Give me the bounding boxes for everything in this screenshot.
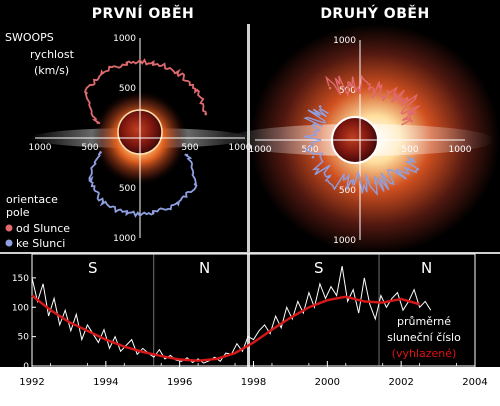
legend-speed-line1: rychlost <box>30 48 75 61</box>
polar-data-point <box>318 105 322 108</box>
smoothed-line <box>31 294 420 362</box>
polar-data-point <box>351 180 355 183</box>
polar-tick-y: 1000 <box>113 34 136 44</box>
x-tick-label: 1998 <box>241 377 266 388</box>
polar-data-point <box>311 155 315 159</box>
polar-series-trace <box>325 74 420 126</box>
polar-tick-x: 500 <box>401 145 418 155</box>
polar-data-point <box>367 87 371 91</box>
polar-data-point <box>151 211 155 215</box>
legend-away-label: od Slunce <box>16 222 70 235</box>
polar-data-point <box>85 91 88 95</box>
panel-2-title: DRUHÝ OBĚH <box>320 4 429 22</box>
polar-data-point <box>328 86 332 90</box>
sunspot-chart: 1501005001992199419961998200020022004 <box>0 253 500 406</box>
polar-series-trace <box>88 151 198 218</box>
polar-data-point <box>411 157 414 161</box>
legend-orient-line2: pole <box>6 206 30 219</box>
sunspot-label-line1: průměrné <box>397 315 451 328</box>
legend-orient-line1: orientace <box>6 193 58 206</box>
polar-data-point <box>125 211 129 215</box>
hemi-label-4: N <box>421 259 432 277</box>
x-tick-label: 2002 <box>388 377 413 388</box>
sunspot-label-line2: sluneční číslo <box>387 331 461 344</box>
polar-data-point <box>176 201 179 205</box>
x-tick-label: 2004 <box>462 377 487 388</box>
polar-tick-y: 1000 <box>333 236 356 246</box>
polar-tick-x: 1000 <box>249 145 272 155</box>
polar-tick-x: 1000 <box>449 145 472 155</box>
polar-data-point <box>99 151 102 154</box>
sunspot-label-line3: (vyhlazené) <box>392 347 457 360</box>
polar-data-point <box>327 175 331 179</box>
polar-plot-2: 1000 500 500 1000 1000 500 500 1000 <box>249 36 472 246</box>
legend-toward-marker <box>5 239 13 247</box>
polar-tick-x: 1000 <box>229 143 252 153</box>
panel-1-title: PRVNÍ OBĚH <box>92 5 195 22</box>
polar-data-point <box>101 71 104 75</box>
polar-data-point <box>406 98 409 102</box>
polar-tick-y: 500 <box>119 84 136 94</box>
panel-divider-horizontal <box>0 252 500 254</box>
y-tick-label: 100 <box>12 303 29 313</box>
polar-tick-x: 500 <box>81 143 98 153</box>
legend-toward-label: ke Slunci <box>16 237 65 250</box>
polar-data-point <box>88 178 92 182</box>
polar-data-point <box>176 71 179 75</box>
polar-data-point <box>193 182 197 186</box>
x-tick-label: 2000 <box>315 377 340 388</box>
y-tick-label: 150 <box>12 274 29 284</box>
hemi-label-1: S <box>88 259 98 277</box>
hemi-label-2: N <box>199 259 210 277</box>
polar-data-point <box>151 61 155 65</box>
polar-tick-y: 1000 <box>113 234 136 244</box>
polar-tick-y: 500 <box>119 184 136 194</box>
polar-data-point <box>348 83 352 87</box>
panel-divider-vertical <box>247 24 250 406</box>
x-tick-label: 1994 <box>93 377 118 388</box>
polar-plot-1: 1000 500 500 1000 1000 500 500 1000 <box>29 34 252 244</box>
legend-speed-line2: (km/s) <box>34 64 69 77</box>
polar-tick-x: 500 <box>181 143 198 153</box>
polar-data-point <box>410 119 413 123</box>
x-tick-label: 1992 <box>19 377 44 388</box>
legend-away-marker <box>5 224 13 232</box>
polar-data-point <box>101 200 105 204</box>
monthly-line <box>31 266 432 364</box>
polar-data-point <box>374 181 378 185</box>
polar-data-point <box>125 61 129 65</box>
polar-series-trace <box>83 58 207 125</box>
polar-tick-y: 500 <box>339 86 356 96</box>
polar-data-point <box>386 90 390 93</box>
polar-tick-y: 1000 <box>333 36 356 46</box>
x-axis-strip <box>0 367 500 406</box>
legend-instrument: SWOOPS <box>5 31 54 44</box>
x-tick-label: 1996 <box>167 377 192 388</box>
polar-data-point <box>313 122 317 125</box>
polar-data-point <box>96 121 100 124</box>
polar-series-trace <box>303 108 420 197</box>
y-tick-label: 50 <box>18 333 30 343</box>
polar-data-point <box>185 153 189 157</box>
polar-data-point <box>204 112 208 116</box>
polar-data-point <box>195 89 198 92</box>
polar-tick-x: 1000 <box>29 143 52 153</box>
hemi-label-3: S <box>314 259 324 277</box>
polar-data-point <box>398 172 402 175</box>
polar-tick-x: 500 <box>301 145 318 155</box>
polar-tick-y: 500 <box>339 186 356 196</box>
